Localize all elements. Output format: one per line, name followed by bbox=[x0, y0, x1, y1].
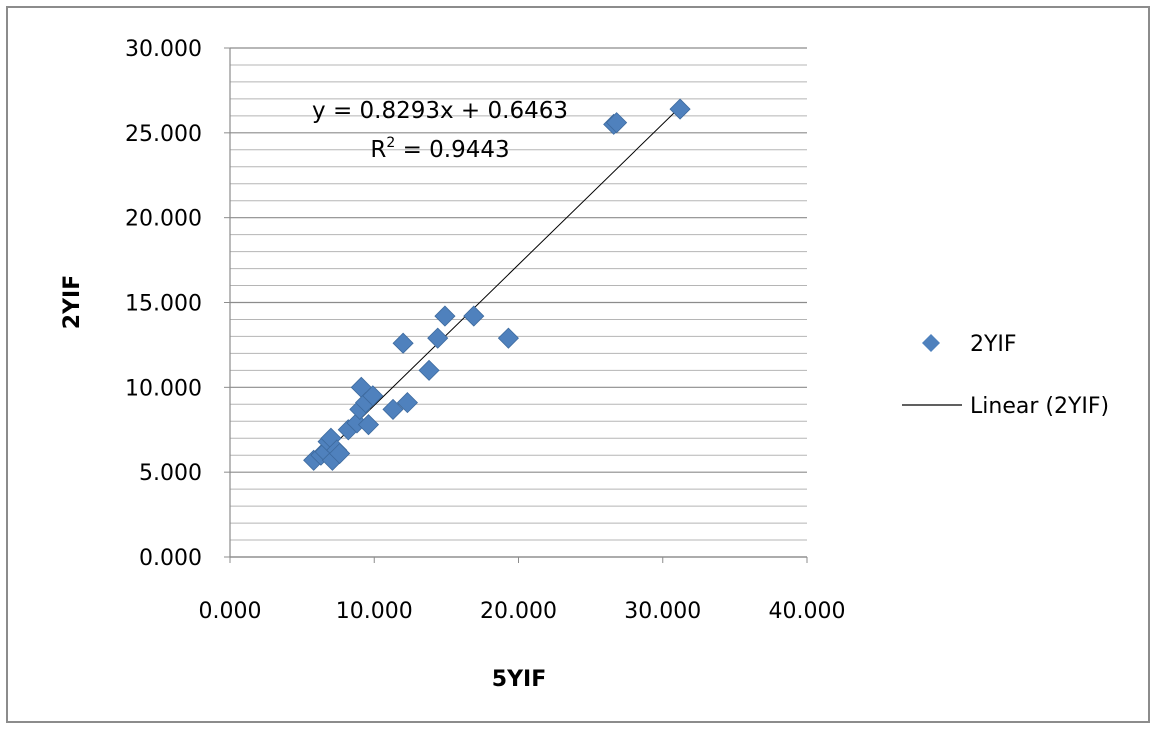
legend-marker-icon bbox=[922, 334, 940, 352]
data-point bbox=[463, 305, 485, 327]
y-tick-label: 5.000 bbox=[139, 461, 202, 486]
x-tick-labels: 0.000 10.000 20.000 30.000 40.000 bbox=[199, 599, 846, 624]
y-tick-label: 25.000 bbox=[125, 122, 202, 147]
x-tick-label: 10.000 bbox=[336, 599, 413, 624]
y-tick-label: 10.000 bbox=[125, 376, 202, 401]
legend: 2YIF Linear (2YIF) bbox=[902, 332, 1109, 419]
data-point bbox=[427, 327, 449, 349]
data-point bbox=[669, 98, 691, 120]
data-point bbox=[382, 398, 404, 420]
axes bbox=[224, 47, 808, 563]
data-point bbox=[418, 359, 440, 381]
y-tick-label: 30.000 bbox=[125, 37, 202, 62]
y-tick-label: 15.000 bbox=[125, 292, 202, 317]
data-point bbox=[497, 327, 519, 349]
y-tick-labels: 0.000 5.000 10.000 15.000 20.000 25.000 30.000 bbox=[125, 37, 202, 571]
y-tick-label: 0.000 bbox=[139, 546, 202, 571]
x-tick-label: 30.000 bbox=[624, 599, 701, 624]
data-point bbox=[392, 332, 414, 354]
data-point bbox=[329, 442, 351, 465]
data-point bbox=[396, 392, 418, 414]
chart-border bbox=[6, 6, 1150, 723]
equation-label: y = 0.8293x + 0.6463 bbox=[312, 98, 568, 124]
y-axis-title: 2YIF bbox=[60, 275, 85, 329]
data-points bbox=[303, 98, 691, 471]
r-squared-symbol: R bbox=[370, 137, 386, 163]
data-point bbox=[606, 112, 628, 134]
r-squared-value: = 0.9443 bbox=[395, 137, 509, 163]
trendline bbox=[310, 105, 682, 468]
x-tick-label: 20.000 bbox=[480, 599, 557, 624]
x-tick-label: 40.000 bbox=[769, 599, 846, 624]
data-point bbox=[434, 305, 456, 327]
x-tick-label: 0.000 bbox=[199, 599, 262, 624]
data-point bbox=[362, 385, 384, 407]
legend-label-scatter: 2YIF bbox=[970, 332, 1017, 357]
r-squared-superscript: 2 bbox=[386, 135, 395, 151]
x-axis-title: 5YIF bbox=[492, 667, 546, 692]
gridlines bbox=[230, 47, 807, 558]
data-point bbox=[357, 414, 380, 436]
r-squared-label: R2 = 0.9443 bbox=[370, 135, 509, 163]
legend-label-trendline: Linear (2YIF) bbox=[970, 394, 1109, 419]
y-tick-label: 20.000 bbox=[125, 207, 202, 232]
